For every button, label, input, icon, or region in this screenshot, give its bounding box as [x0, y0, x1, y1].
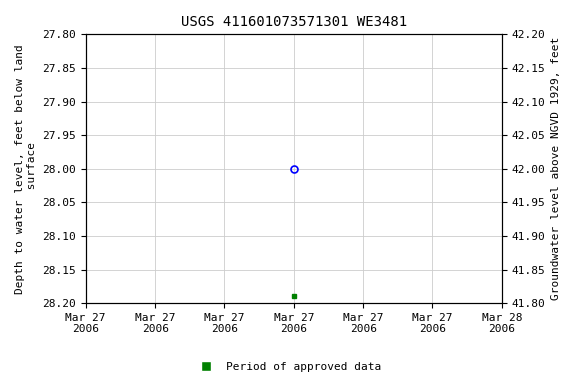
Y-axis label: Depth to water level, feet below land
 surface: Depth to water level, feet below land su… [15, 44, 37, 294]
Title: USGS 411601073571301 WE3481: USGS 411601073571301 WE3481 [181, 15, 407, 29]
Y-axis label: Groundwater level above NGVD 1929, feet: Groundwater level above NGVD 1929, feet [551, 37, 561, 300]
Legend: Period of approved data: Period of approved data [191, 358, 385, 377]
